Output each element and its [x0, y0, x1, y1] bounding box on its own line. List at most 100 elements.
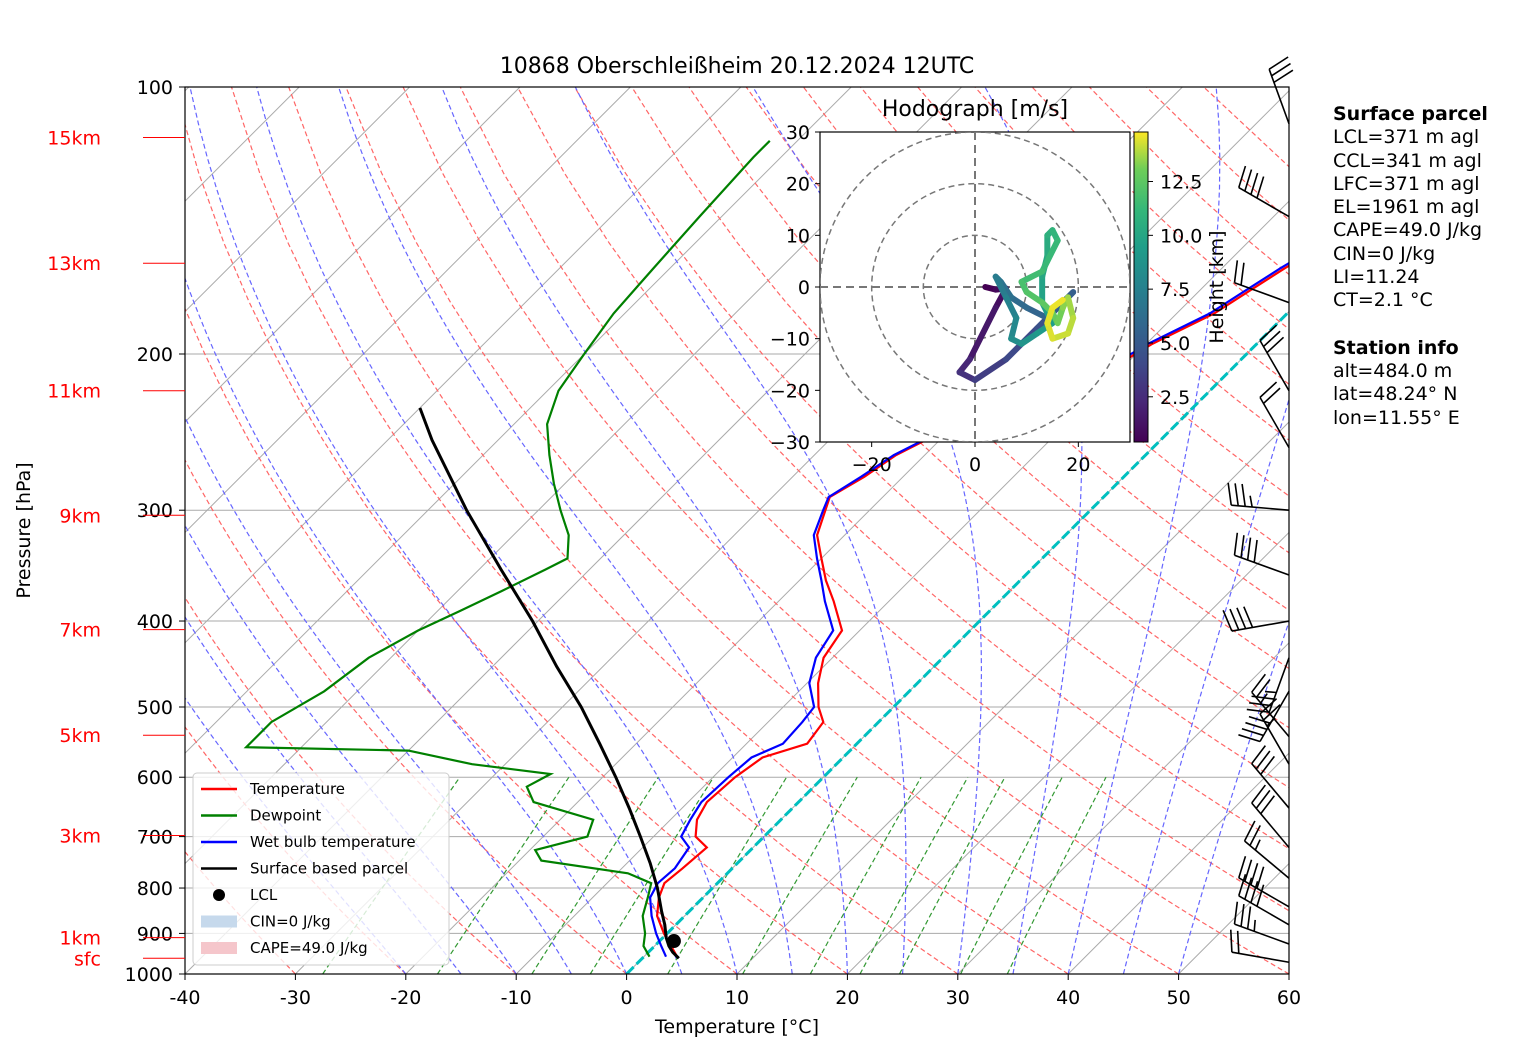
chart-title: 10868 Oberschleißheim 20.12.2024 12UTC	[500, 54, 975, 79]
wind-barb-flag	[1251, 695, 1275, 700]
mixing-ratio-line	[589, 776, 715, 974]
wind-barb-shaft	[1268, 657, 1290, 713]
dry-adiabat-line	[185, 122, 848, 974]
wind-barb	[1222, 606, 1290, 632]
wind-barb-shaft	[1238, 895, 1290, 926]
isotherm-line	[185, 87, 631, 534]
x-tick-label: 50	[1167, 987, 1191, 1009]
wind-barb-shaft	[1234, 923, 1290, 945]
hodograph-segment	[1018, 330, 1040, 347]
isotherm-line	[185, 87, 852, 754]
colorbar-tick-label: 12.5	[1160, 172, 1202, 194]
hodograph-x-tick-label: −20	[852, 454, 892, 476]
moist-adiabat-line	[1122, 397, 1289, 974]
hodograph-plot	[820, 132, 1130, 442]
colorbar-label: Height [km]	[1206, 230, 1228, 343]
x-tick-label: 10	[725, 987, 749, 1009]
height-label: 9km	[59, 505, 101, 527]
moist-adiabat-line	[441, 87, 848, 974]
hodograph-segment	[1065, 294, 1077, 321]
x-tick-label: 40	[1056, 987, 1080, 1009]
mixing-ratio-line	[436, 776, 570, 974]
wind-barb-flag	[1259, 381, 1278, 398]
mixing-ratio-line	[809, 776, 922, 974]
wind-barb-flag	[1245, 721, 1268, 731]
legend-label: Wet bulb temperature	[250, 833, 416, 851]
wetbulb-line	[648, 261, 1289, 958]
wind-barb	[1238, 873, 1290, 926]
wind-barb-flag	[1238, 165, 1247, 188]
surface-parcel-cape: CAPE=49.0 J/kg	[1333, 219, 1483, 242]
isotherm-line	[515, 200, 1289, 974]
hodograph-segment	[992, 273, 1009, 301]
dewpoint-line	[243, 140, 771, 958]
dry-adiabat-line	[185, 596, 517, 974]
surface-parcel-li: LI=11.24	[1333, 266, 1420, 289]
dry-adiabat-line	[345, 87, 1179, 974]
wind-barb-flag	[1233, 901, 1239, 925]
mixing-ratio-line	[960, 776, 1063, 974]
wind-barb	[1238, 856, 1290, 908]
moist-adiabat-line	[574, 87, 907, 974]
wind-barb-flag	[1222, 609, 1233, 632]
moist-adiabat-line	[189, 87, 683, 974]
wind-barb-flag	[1271, 62, 1291, 77]
y-tick-label: 700	[137, 827, 173, 849]
wind-barb	[1233, 260, 1290, 304]
y-tick-label: 900	[137, 923, 173, 945]
surface-parcel-ct: CT=2.1 °C	[1333, 289, 1433, 312]
isotherm-line	[1067, 752, 1289, 974]
parcel-line	[418, 407, 680, 960]
legend-label: CIN=0 J/kg	[250, 913, 331, 931]
wind-barb-flag	[1255, 789, 1271, 809]
wind-barb-shaft	[1259, 690, 1290, 742]
isotherm-line	[626, 310, 1289, 974]
hodograph-title: Hodograph [m/s]	[882, 97, 1068, 122]
wind-barb-flag	[1260, 795, 1275, 815]
y-tick-label: 500	[137, 697, 173, 719]
wind-barb-flag	[1229, 608, 1240, 631]
station-info-alt: alt=484.0 m	[1333, 359, 1453, 382]
wind-barb-shaft	[1251, 802, 1290, 848]
hodograph-ring	[870, 182, 1080, 392]
y-axis-label: Pressure [hPa]	[13, 462, 35, 598]
height-label: 11km	[47, 381, 101, 403]
height-label: 13km	[47, 253, 101, 275]
x-tick-label: 0	[621, 987, 633, 1009]
wind-barb-flag	[1249, 702, 1272, 707]
wind-barb-flag	[1246, 708, 1270, 714]
colorbar-tick-label: 7.5	[1160, 279, 1190, 301]
hodograph-y-tick-label: 10	[786, 225, 810, 247]
wind-barb-flag	[1244, 859, 1253, 882]
hodograph-y-tick-label: 30	[786, 122, 810, 144]
wind-barb-flag	[1264, 690, 1277, 694]
wind-barb-flag	[1240, 904, 1245, 927]
wind-barb-flag	[1249, 495, 1253, 508]
wind-barb-shaft	[1231, 620, 1290, 632]
legend-label: Temperature	[249, 780, 345, 798]
mixing-ratio-line	[859, 776, 969, 974]
legend-box	[192, 772, 450, 966]
y-tick-label: 1000	[125, 964, 173, 986]
info-panel: Surface parcel LCL=371 m agl CCL=341 m a…	[1333, 103, 1488, 430]
legend-label: LCL	[250, 886, 278, 904]
wind-barb-flag	[1255, 679, 1271, 699]
surface-parcel-heading: Surface parcel	[1333, 103, 1488, 125]
moist-adiabat-line	[256, 87, 738, 974]
wind-barb-flag	[1227, 482, 1233, 506]
wind-barb-flag	[1262, 387, 1281, 405]
wind-barb-flag	[1250, 863, 1259, 886]
y-tick-label: 300	[137, 500, 173, 522]
wind-barb	[1251, 784, 1290, 848]
isotherm-line	[736, 421, 1289, 974]
isotherm-line	[185, 87, 410, 313]
x-tick-label: 60	[1277, 987, 1301, 1009]
wind-barb-flag	[1243, 820, 1256, 842]
wind-barb-flag	[1254, 839, 1261, 851]
wind-barb-flag	[1266, 336, 1285, 354]
legend-label: Dewpoint	[250, 807, 321, 825]
wind-barb-flag	[1246, 906, 1252, 930]
wind-barb-shaft	[1251, 763, 1290, 809]
dry-adiabat-line	[402, 87, 1289, 974]
height-label: 5km	[59, 725, 101, 747]
